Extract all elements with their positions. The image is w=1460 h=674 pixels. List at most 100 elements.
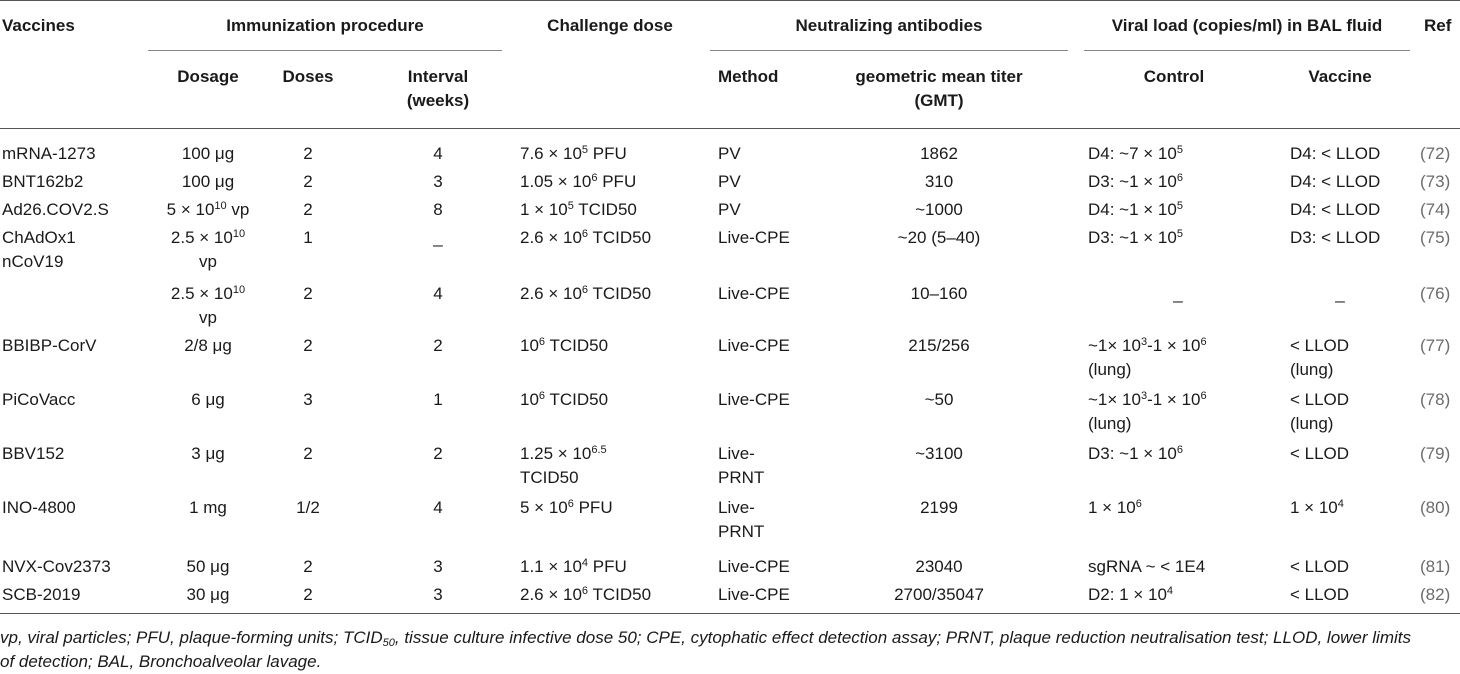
superscript: 3 <box>1140 336 1148 348</box>
text-part: TCID50 <box>573 200 637 219</box>
challenge-dose-cell: 2.6 × 106 TCID50 <box>520 226 651 250</box>
method-cell: PV <box>718 144 741 163</box>
immunization-underline <box>148 50 502 51</box>
header-interval: Interval <box>407 67 469 86</box>
vaccine-load-cell: (lung) <box>1290 360 1334 379</box>
text-part: PFU <box>597 172 637 191</box>
superscript: 6 <box>581 585 589 597</box>
dosage-cell: 100 μg <box>181 172 235 191</box>
method-cell: Live-CPE <box>718 585 790 604</box>
top-rule <box>0 0 1460 1</box>
superscript: 6 <box>581 284 589 296</box>
vaccine-load-cell: < LLOD <box>1290 336 1350 355</box>
table-bottom-rule <box>0 613 1460 614</box>
control-load-cell: D3: ~1 × 106 <box>1088 442 1183 466</box>
text-part: D3: ~1 × 10 <box>1088 444 1177 463</box>
doses-cell: 1 <box>303 228 313 247</box>
superscript: 5 <box>581 144 589 156</box>
vaccine-name: nCoV19 <box>2 252 64 271</box>
superscript: 6 <box>538 390 546 402</box>
text-part: 7.6 × 10 <box>520 144 582 163</box>
control-load-cell: (lung) <box>1088 414 1132 433</box>
challenge-dose-cell: 1.05 × 106 PFU <box>520 170 636 194</box>
control-load-cell: sgRNA ~ < 1E4 <box>1088 555 1205 579</box>
interval-cell: 4 <box>433 498 443 517</box>
challenge-dose-cell: 1.25 × 106.5 <box>520 442 607 466</box>
reference-cell: (72) <box>1420 144 1451 163</box>
reference-cell: (78) <box>1420 390 1451 409</box>
doses-cell: 2 <box>303 284 313 303</box>
reference-cell: (80) <box>1420 498 1451 517</box>
method-cell: PRNT <box>718 522 765 541</box>
vaccine-name: INO-4800 <box>2 498 76 517</box>
dosage-unit: vp <box>199 308 217 327</box>
superscript: 6 <box>1176 444 1183 456</box>
vaccine-name: BBV152 <box>2 444 65 463</box>
text-part: 2.5 × 10 <box>170 284 233 303</box>
text-part: -1 × 10 <box>1147 336 1201 355</box>
superscript: 6 <box>567 498 574 510</box>
dosage-cell: 50 μg <box>186 557 230 576</box>
doses-cell: 1/2 <box>296 498 320 517</box>
vaccine-load-cell: < LLOD <box>1290 585 1350 604</box>
text-part: TCID50 <box>588 284 652 303</box>
vaccine-load-cell: 1 × 104 <box>1290 496 1344 520</box>
reference-cell: (75) <box>1420 228 1451 247</box>
superscript: 4 <box>581 557 589 569</box>
text-part: PFU <box>573 498 613 517</box>
superscript: 6.5 <box>591 444 607 456</box>
superscript: 6 <box>1176 172 1183 184</box>
text-part: 2.6 × 10 <box>520 585 582 604</box>
vaccine-load-cell: < LLOD <box>1290 444 1350 463</box>
challenge-dose-cell: 5 × 106 PFU <box>520 496 613 520</box>
gmt-cell: 10–160 <box>910 284 968 303</box>
header-doses: Doses <box>282 67 334 86</box>
header-challenge: Challenge dose <box>547 16 673 35</box>
header-neutralizing: Neutralizing antibodies <box>795 16 983 35</box>
text-part: 1.25 × 10 <box>520 444 592 463</box>
dosage-cell: 3 μg <box>191 444 225 463</box>
text-part: 1.1 × 10 <box>520 557 582 576</box>
text-part: D2: 1 × 10 <box>1088 585 1167 604</box>
text-part: -1 × 10 <box>1147 390 1201 409</box>
text-part: 1 × 10 <box>1088 498 1136 517</box>
vaccine-name: mRNA-1273 <box>2 144 96 163</box>
reference-cell: (79) <box>1420 444 1451 463</box>
challenge-dose-cell: 2.6 × 106 TCID50 <box>520 282 651 306</box>
dosage-cell: 100 μg <box>181 144 235 163</box>
dosage-cell: 2.5 × 1010 <box>148 282 268 306</box>
superscript: 5 <box>567 200 574 212</box>
header-vaccine: Vaccine <box>1308 67 1372 86</box>
reference-cell: (74) <box>1420 200 1451 219</box>
method-cell: Live- <box>718 444 755 463</box>
gmt-cell: 2199 <box>920 498 958 517</box>
text-part: ~1× 10 <box>1088 336 1141 355</box>
dosage-cell: 6 μg <box>191 390 225 409</box>
gmt-cell: ~1000 <box>915 200 963 219</box>
text-part: D4: ~1 × 10 <box>1088 200 1177 219</box>
text-part: 5 × 10 <box>520 498 568 517</box>
superscript: 6 <box>1135 498 1142 510</box>
vaccine-load-cell: < LLOD <box>1290 557 1350 576</box>
header-ref: Ref <box>1424 16 1452 35</box>
text-part: ~1× 10 <box>1088 390 1141 409</box>
dosage-unit: vp <box>199 252 217 271</box>
header-immunization: Immunization procedure <box>226 16 424 35</box>
reference-cell: (81) <box>1420 557 1451 576</box>
superscript: 10 <box>232 228 246 240</box>
gmt-cell: ~50 <box>924 390 954 409</box>
text-part: TCID50 <box>545 336 609 355</box>
doses-cell: 2 <box>303 557 313 576</box>
control-load-cell: D4: ~1 × 105 <box>1088 198 1183 222</box>
dosage-cell: 30 μg <box>186 585 230 604</box>
doses-cell: 2 <box>303 336 313 355</box>
control-load-cell: ~1× 103-1 × 106 <box>1088 388 1207 412</box>
control-load-cell: _ <box>1088 282 1268 306</box>
superscript: 4 <box>1337 498 1344 510</box>
neutralizing-underline <box>710 50 1068 51</box>
reference-cell: (73) <box>1420 172 1451 191</box>
doses-cell: 2 <box>303 585 313 604</box>
viral-load-underline <box>1084 50 1410 51</box>
gmt-cell: 215/256 <box>908 336 970 355</box>
method-cell: Live-CPE <box>718 284 790 303</box>
